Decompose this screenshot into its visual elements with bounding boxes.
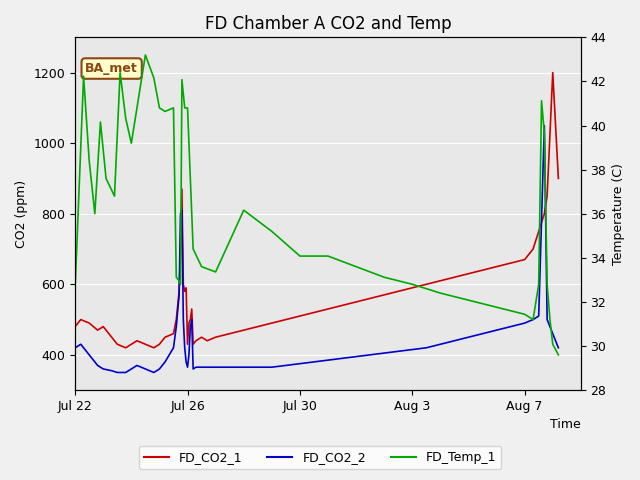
FD_CO2_2 xyxy=(122,370,129,375)
FD_Temp_1 xyxy=(198,264,205,270)
FD_Temp_1 xyxy=(521,312,529,317)
FD_CO2_2 xyxy=(226,364,234,370)
FD_Temp_1 xyxy=(296,253,304,259)
FD_Temp_1 xyxy=(141,52,149,58)
FD_Temp_1 xyxy=(116,70,124,75)
FD_CO2_2 xyxy=(113,370,121,375)
FD_CO2_1 xyxy=(394,288,402,294)
FD_Temp_1 xyxy=(122,116,129,121)
FD_Temp_1 xyxy=(212,269,220,275)
FD_Temp_1 xyxy=(546,317,554,323)
FD_Temp_1 xyxy=(538,98,545,104)
FD_CO2_2 xyxy=(394,348,402,354)
FD_CO2_1 xyxy=(71,324,79,329)
FD_Temp_1 xyxy=(541,130,548,135)
FD_Temp_1 xyxy=(240,207,248,213)
FD_CO2_1 xyxy=(549,70,557,75)
FD_Temp_1 xyxy=(268,228,276,234)
FD_Temp_1 xyxy=(408,281,416,287)
FD_CO2_1 xyxy=(141,341,149,347)
FD_Temp_1 xyxy=(465,297,472,303)
FD_Temp_1 xyxy=(175,278,183,284)
FD_Temp_1 xyxy=(133,105,141,111)
Line: FD_CO2_1: FD_CO2_1 xyxy=(75,72,558,348)
Line: FD_CO2_2: FD_CO2_2 xyxy=(75,126,558,372)
FD_CO2_2 xyxy=(71,345,79,351)
FD_CO2_2 xyxy=(175,292,183,298)
FD_Temp_1 xyxy=(554,352,562,358)
Text: BA_met: BA_met xyxy=(85,62,138,75)
FD_Temp_1 xyxy=(170,105,177,111)
FD_CO2_1 xyxy=(85,320,93,326)
Y-axis label: CO2 (ppm): CO2 (ppm) xyxy=(15,180,28,248)
FD_CO2_2 xyxy=(141,366,149,372)
FD_Temp_1 xyxy=(178,77,186,83)
FD_CO2_2 xyxy=(85,352,93,358)
FD_Temp_1 xyxy=(380,275,388,280)
Legend: FD_CO2_1, FD_CO2_2, FD_Temp_1: FD_CO2_1, FD_CO2_2, FD_Temp_1 xyxy=(139,446,501,469)
FD_Temp_1 xyxy=(535,281,543,287)
FD_Temp_1 xyxy=(184,105,191,111)
FD_Temp_1 xyxy=(150,75,157,81)
FD_Temp_1 xyxy=(102,176,110,181)
FD_CO2_1 xyxy=(122,345,129,351)
FD_Temp_1 xyxy=(80,73,88,79)
Y-axis label: Temperature (C): Temperature (C) xyxy=(612,163,625,264)
FD_CO2_1 xyxy=(175,288,183,294)
FD_Temp_1 xyxy=(493,304,500,310)
FD_Temp_1 xyxy=(91,211,99,216)
FD_CO2_1 xyxy=(554,176,562,181)
X-axis label: Time: Time xyxy=(550,419,581,432)
FD_Temp_1 xyxy=(177,281,184,287)
FD_Temp_1 xyxy=(127,140,135,146)
FD_CO2_2 xyxy=(554,345,562,351)
FD_CO2_1 xyxy=(113,341,121,347)
FD_Temp_1 xyxy=(352,264,360,270)
FD_Temp_1 xyxy=(436,290,444,296)
FD_Temp_1 xyxy=(324,253,332,259)
FD_Temp_1 xyxy=(529,317,537,323)
FD_Temp_1 xyxy=(111,193,118,199)
Title: FD Chamber A CO2 and Temp: FD Chamber A CO2 and Temp xyxy=(205,15,451,33)
Line: FD_Temp_1: FD_Temp_1 xyxy=(75,55,558,355)
FD_CO2_2 xyxy=(541,123,548,129)
FD_Temp_1 xyxy=(161,108,169,114)
FD_Temp_1 xyxy=(71,285,79,291)
FD_Temp_1 xyxy=(189,246,197,252)
FD_Temp_1 xyxy=(543,281,551,287)
FD_Temp_1 xyxy=(172,275,180,280)
FD_Temp_1 xyxy=(181,105,189,111)
FD_Temp_1 xyxy=(85,158,93,164)
FD_Temp_1 xyxy=(97,119,104,125)
FD_CO2_1 xyxy=(226,331,234,336)
FD_Temp_1 xyxy=(549,341,557,347)
FD_Temp_1 xyxy=(156,105,163,111)
